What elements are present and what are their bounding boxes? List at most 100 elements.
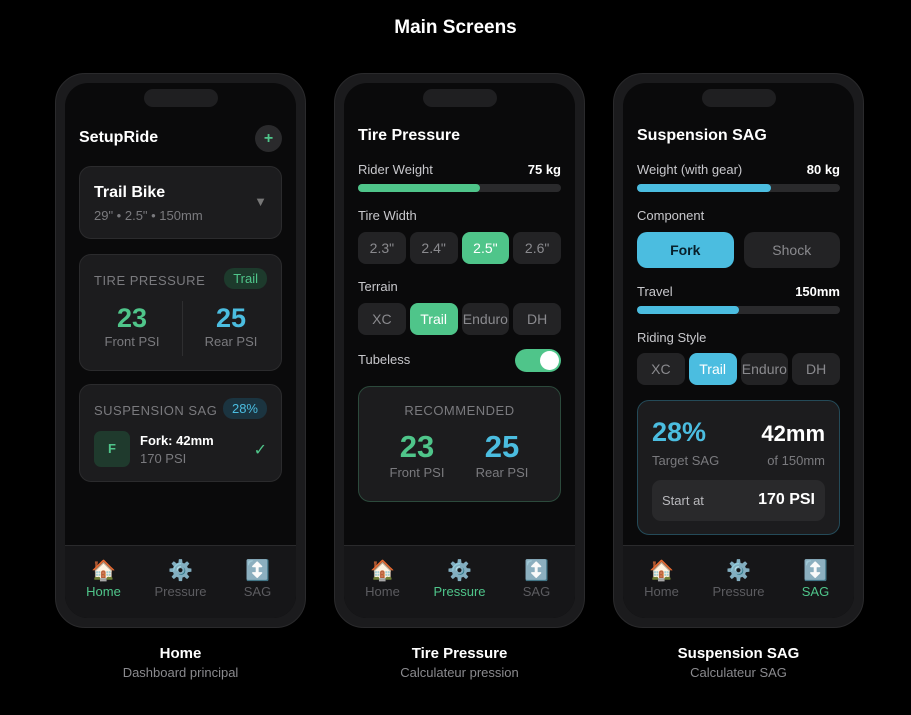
nav-home[interactable]: 🏠 Home xyxy=(65,546,142,618)
nav-pressure[interactable]: ⚙️ Pressure xyxy=(700,546,777,618)
house-icon: 🏠 xyxy=(370,560,395,582)
tubeless-label: Tubeless xyxy=(358,352,411,367)
nav-home[interactable]: 🏠 Home xyxy=(344,546,421,618)
component-selector: Fork Shock xyxy=(637,232,840,268)
tubeless-toggle[interactable] xyxy=(515,349,561,372)
add-button[interactable]: + xyxy=(255,125,282,152)
screen-title: Suspension SAG xyxy=(637,127,767,144)
travel-slider[interactable] xyxy=(637,306,840,314)
rider-weight-slider[interactable] xyxy=(358,184,561,192)
travel-label: Travel xyxy=(637,284,673,299)
up-down-arrow-icon: ↕️ xyxy=(245,560,270,582)
recommended-label: RECOMMENDED xyxy=(404,403,515,418)
bike-selector[interactable]: Trail Bike 29" • 2.5" • 150mm ▼ xyxy=(79,166,282,239)
style-option[interactable]: Enduro xyxy=(740,353,789,385)
bottom-nav: 🏠 Home ⚙️ Pressure ↕️ SAG xyxy=(344,545,575,618)
front-psi-label: Front PSI xyxy=(104,334,160,349)
bottom-nav: 🏠 Home ⚙️ Pressure ↕️ SAG xyxy=(623,545,854,618)
fork-icon: F xyxy=(94,431,130,467)
tire-width-selector: 2.3" 2.4" 2.5" 2.6" xyxy=(358,232,561,264)
fork-sag: Fork: 42mm xyxy=(140,433,214,448)
start-pressure-row: Start at 170 PSI xyxy=(652,480,825,521)
gear-icon: ⚙️ xyxy=(726,560,751,582)
dropdown-arrow-icon: ▼ xyxy=(254,194,267,209)
terrain-option-selected[interactable]: Trail xyxy=(409,303,458,335)
nav-pressure[interactable]: ⚙️ Pressure xyxy=(421,546,498,618)
start-psi: 170 PSI xyxy=(758,491,815,508)
component-fork-selected[interactable]: Fork xyxy=(637,232,734,268)
tire-width-label: Tire Width xyxy=(358,208,417,223)
recommended-card: RECOMMENDED 23 Front PSI 25 Rear PSI xyxy=(358,386,561,502)
caption-subtitle: Calculateur pression xyxy=(400,665,519,680)
width-option-selected[interactable]: 2.5" xyxy=(461,232,510,264)
screen-title: Tire Pressure xyxy=(358,127,460,144)
front-psi-value: 23 xyxy=(116,303,148,333)
sag-mm-label: of 150mm xyxy=(767,453,825,468)
style-option[interactable]: DH xyxy=(792,353,840,385)
style-option-selected[interactable]: Trail xyxy=(688,353,737,385)
sag-label: SUSPENSION SAG xyxy=(94,403,218,418)
caption-subtitle: Dashboard principal xyxy=(122,665,239,680)
house-icon: 🏠 xyxy=(91,560,116,582)
rear-psi-label: Rear PSI xyxy=(475,465,529,480)
bike-specs: 29" • 2.5" • 150mm xyxy=(94,208,203,223)
house-icon: 🏠 xyxy=(649,560,674,582)
rear-psi-label: Rear PSI xyxy=(204,334,258,349)
phone-home: SetupRide + Trail Bike 29" • 2.5" • 150m… xyxy=(55,73,306,628)
suspension-sag-card[interactable]: SUSPENSION SAG 28% F Fork: 42mm 170 PSI … xyxy=(79,384,282,482)
nav-sag[interactable]: ↕️ SAG xyxy=(219,546,296,618)
terrain-badge: Trail xyxy=(224,268,267,289)
up-down-arrow-icon: ↕️ xyxy=(803,560,828,582)
phone-sag: Suspension SAG Weight (with gear) 80 kg … xyxy=(613,73,864,628)
gear-icon: ⚙️ xyxy=(168,560,193,582)
divider xyxy=(182,301,183,356)
fork-psi: 170 PSI xyxy=(140,451,187,466)
terrain-selector: XC Trail Enduro DH xyxy=(358,303,561,335)
terrain-option[interactable]: Enduro xyxy=(461,303,510,335)
component-shock[interactable]: Shock xyxy=(743,232,840,268)
bike-name: Trail Bike xyxy=(94,184,166,201)
nav-pressure[interactable]: ⚙️ Pressure xyxy=(142,546,219,618)
caption-title: Home xyxy=(159,645,202,662)
style-option[interactable]: XC xyxy=(637,353,685,385)
sag-result-card: 28% Target SAG 42mm of 150mm Start at 17… xyxy=(637,400,840,535)
width-option[interactable]: 2.4" xyxy=(409,232,458,264)
bottom-nav: 🏠 Home ⚙️ Pressure ↕️ SAG xyxy=(65,545,296,618)
travel-value: 150mm xyxy=(795,284,840,299)
width-option[interactable]: 2.3" xyxy=(358,232,406,264)
target-sag-value: 28% xyxy=(652,417,707,447)
phone-pressure: Tire Pressure Rider Weight 75 kg Tire Wi… xyxy=(334,73,585,628)
rear-psi-value: 25 xyxy=(215,303,247,333)
rider-weight-value: 75 kg xyxy=(527,162,561,177)
notch xyxy=(702,89,776,107)
terrain-label: Terrain xyxy=(358,279,398,294)
rider-weight-label: Rider Weight xyxy=(358,162,433,177)
sag-badge: 28% xyxy=(222,398,267,419)
tire-pressure-card[interactable]: TIRE PRESSURE Trail 23 Front PSI 25 Rear P… xyxy=(79,254,282,371)
app-title: SetupRide xyxy=(79,129,159,146)
caption-subtitle: Calculateur SAG xyxy=(690,665,787,680)
nav-home[interactable]: 🏠 Home xyxy=(623,546,700,618)
caption-title: Tire Pressure xyxy=(411,645,508,662)
target-sag-label: Target SAG xyxy=(652,453,720,468)
up-down-arrow-icon: ↕️ xyxy=(524,560,549,582)
weight-label: Weight (with gear) xyxy=(637,162,743,177)
caption-title: Suspension SAG xyxy=(677,645,800,662)
nav-sag[interactable]: ↕️ SAG xyxy=(498,546,575,618)
nav-sag[interactable]: ↕️ SAG xyxy=(777,546,854,618)
front-psi-value: 23 xyxy=(399,429,435,464)
width-option[interactable]: 2.6" xyxy=(513,232,561,264)
tire-pressure-label: TIRE PRESSURE xyxy=(94,273,206,288)
component-label: Component xyxy=(637,208,705,223)
riding-style-label: Riding Style xyxy=(637,330,707,345)
terrain-option[interactable]: XC xyxy=(358,303,406,335)
page-title: Main Screens xyxy=(394,17,517,38)
riding-style-selector: XC Trail Enduro DH xyxy=(637,353,840,385)
weight-slider[interactable] xyxy=(637,184,840,192)
terrain-option[interactable]: DH xyxy=(513,303,561,335)
front-psi-label: Front PSI xyxy=(389,465,445,480)
gear-icon: ⚙️ xyxy=(447,560,472,582)
weight-value: 80 kg xyxy=(806,162,840,177)
start-label: Start at xyxy=(662,493,704,508)
check-icon: ✓ xyxy=(253,442,267,459)
